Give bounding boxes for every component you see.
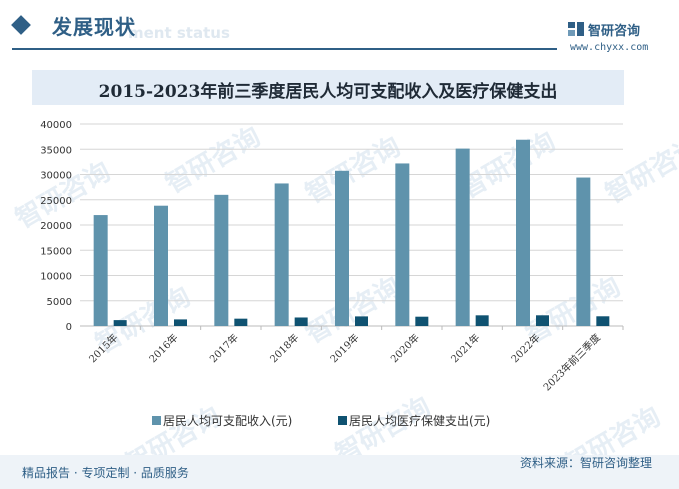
x-tick-label: 2018年	[267, 331, 301, 365]
bar-income	[395, 163, 410, 326]
x-tick-label: 2022年	[508, 331, 542, 365]
x-tick-label: 2019年	[327, 331, 361, 365]
bar-medical	[113, 320, 127, 326]
bar-income	[214, 194, 229, 326]
bar-medical	[234, 318, 248, 326]
bar-medical	[536, 315, 549, 326]
x-tick-label: 2015年	[86, 331, 120, 365]
x-tick-label: 2017年	[207, 331, 241, 365]
y-tick-label: 0	[66, 322, 72, 333]
legend-swatch	[152, 416, 161, 425]
bar-medical	[596, 316, 610, 326]
x-tick-label: 2020年	[388, 331, 422, 365]
footer-source: 资料来源：智研咨询整理	[520, 456, 653, 470]
bar-income	[93, 215, 108, 326]
bar-medical	[415, 316, 429, 326]
section-header: ment status 发展现状 智研咨询 www.chyxx.com	[0, 0, 679, 60]
y-tick-label: 5000	[47, 297, 72, 308]
x-tick-label: 2021年	[448, 331, 482, 365]
chart-title: 2015-2023年前三季度居民人均可支配收入及医疗保健支出	[98, 82, 558, 102]
bar-income	[576, 177, 591, 326]
legend-label: 居民人均可支配收入(元)	[163, 414, 292, 428]
y-tick-label: 10000	[40, 272, 72, 283]
header-divider	[12, 48, 557, 50]
footer-tagline: 精品报告 · 专项定制 · 品质服务	[22, 466, 189, 480]
bar-income	[516, 139, 530, 326]
y-tick-label: 35000	[40, 145, 72, 156]
x-tick-label: 2016年	[146, 331, 180, 365]
chart-title-band: 2015-2023年前三季度居民人均可支配收入及医疗保健支出	[32, 70, 624, 105]
y-tick-label: 25000	[40, 196, 72, 207]
bar-medical	[475, 315, 489, 326]
footer: 精品报告 · 专项定制 · 品质服务 资料来源：智研咨询整理	[0, 455, 679, 489]
x-tick-label: 2023年前三季度	[540, 331, 603, 394]
bar-income	[154, 205, 168, 326]
legend-label: 居民人均医疗保健支出(元)	[349, 414, 490, 428]
bar-medical	[174, 319, 187, 326]
bar-medical	[355, 316, 368, 326]
bar-income	[274, 183, 289, 326]
legend-swatch	[338, 416, 347, 425]
section-title: 发展现状	[52, 15, 136, 39]
section-subtitle: ment status	[128, 24, 230, 42]
brand-url[interactable]: www.chyxx.com	[570, 42, 649, 53]
bar-income	[455, 148, 470, 326]
y-tick-label: 20000	[40, 221, 72, 232]
bar-medical	[294, 317, 308, 326]
bar-income	[335, 170, 349, 326]
y-tick-label: 15000	[40, 246, 72, 257]
y-tick-label: 30000	[40, 171, 72, 182]
y-tick-label: 40000	[40, 120, 72, 131]
brand-logo-icon	[568, 22, 584, 36]
brand-name: 智研咨询	[588, 24, 641, 39]
